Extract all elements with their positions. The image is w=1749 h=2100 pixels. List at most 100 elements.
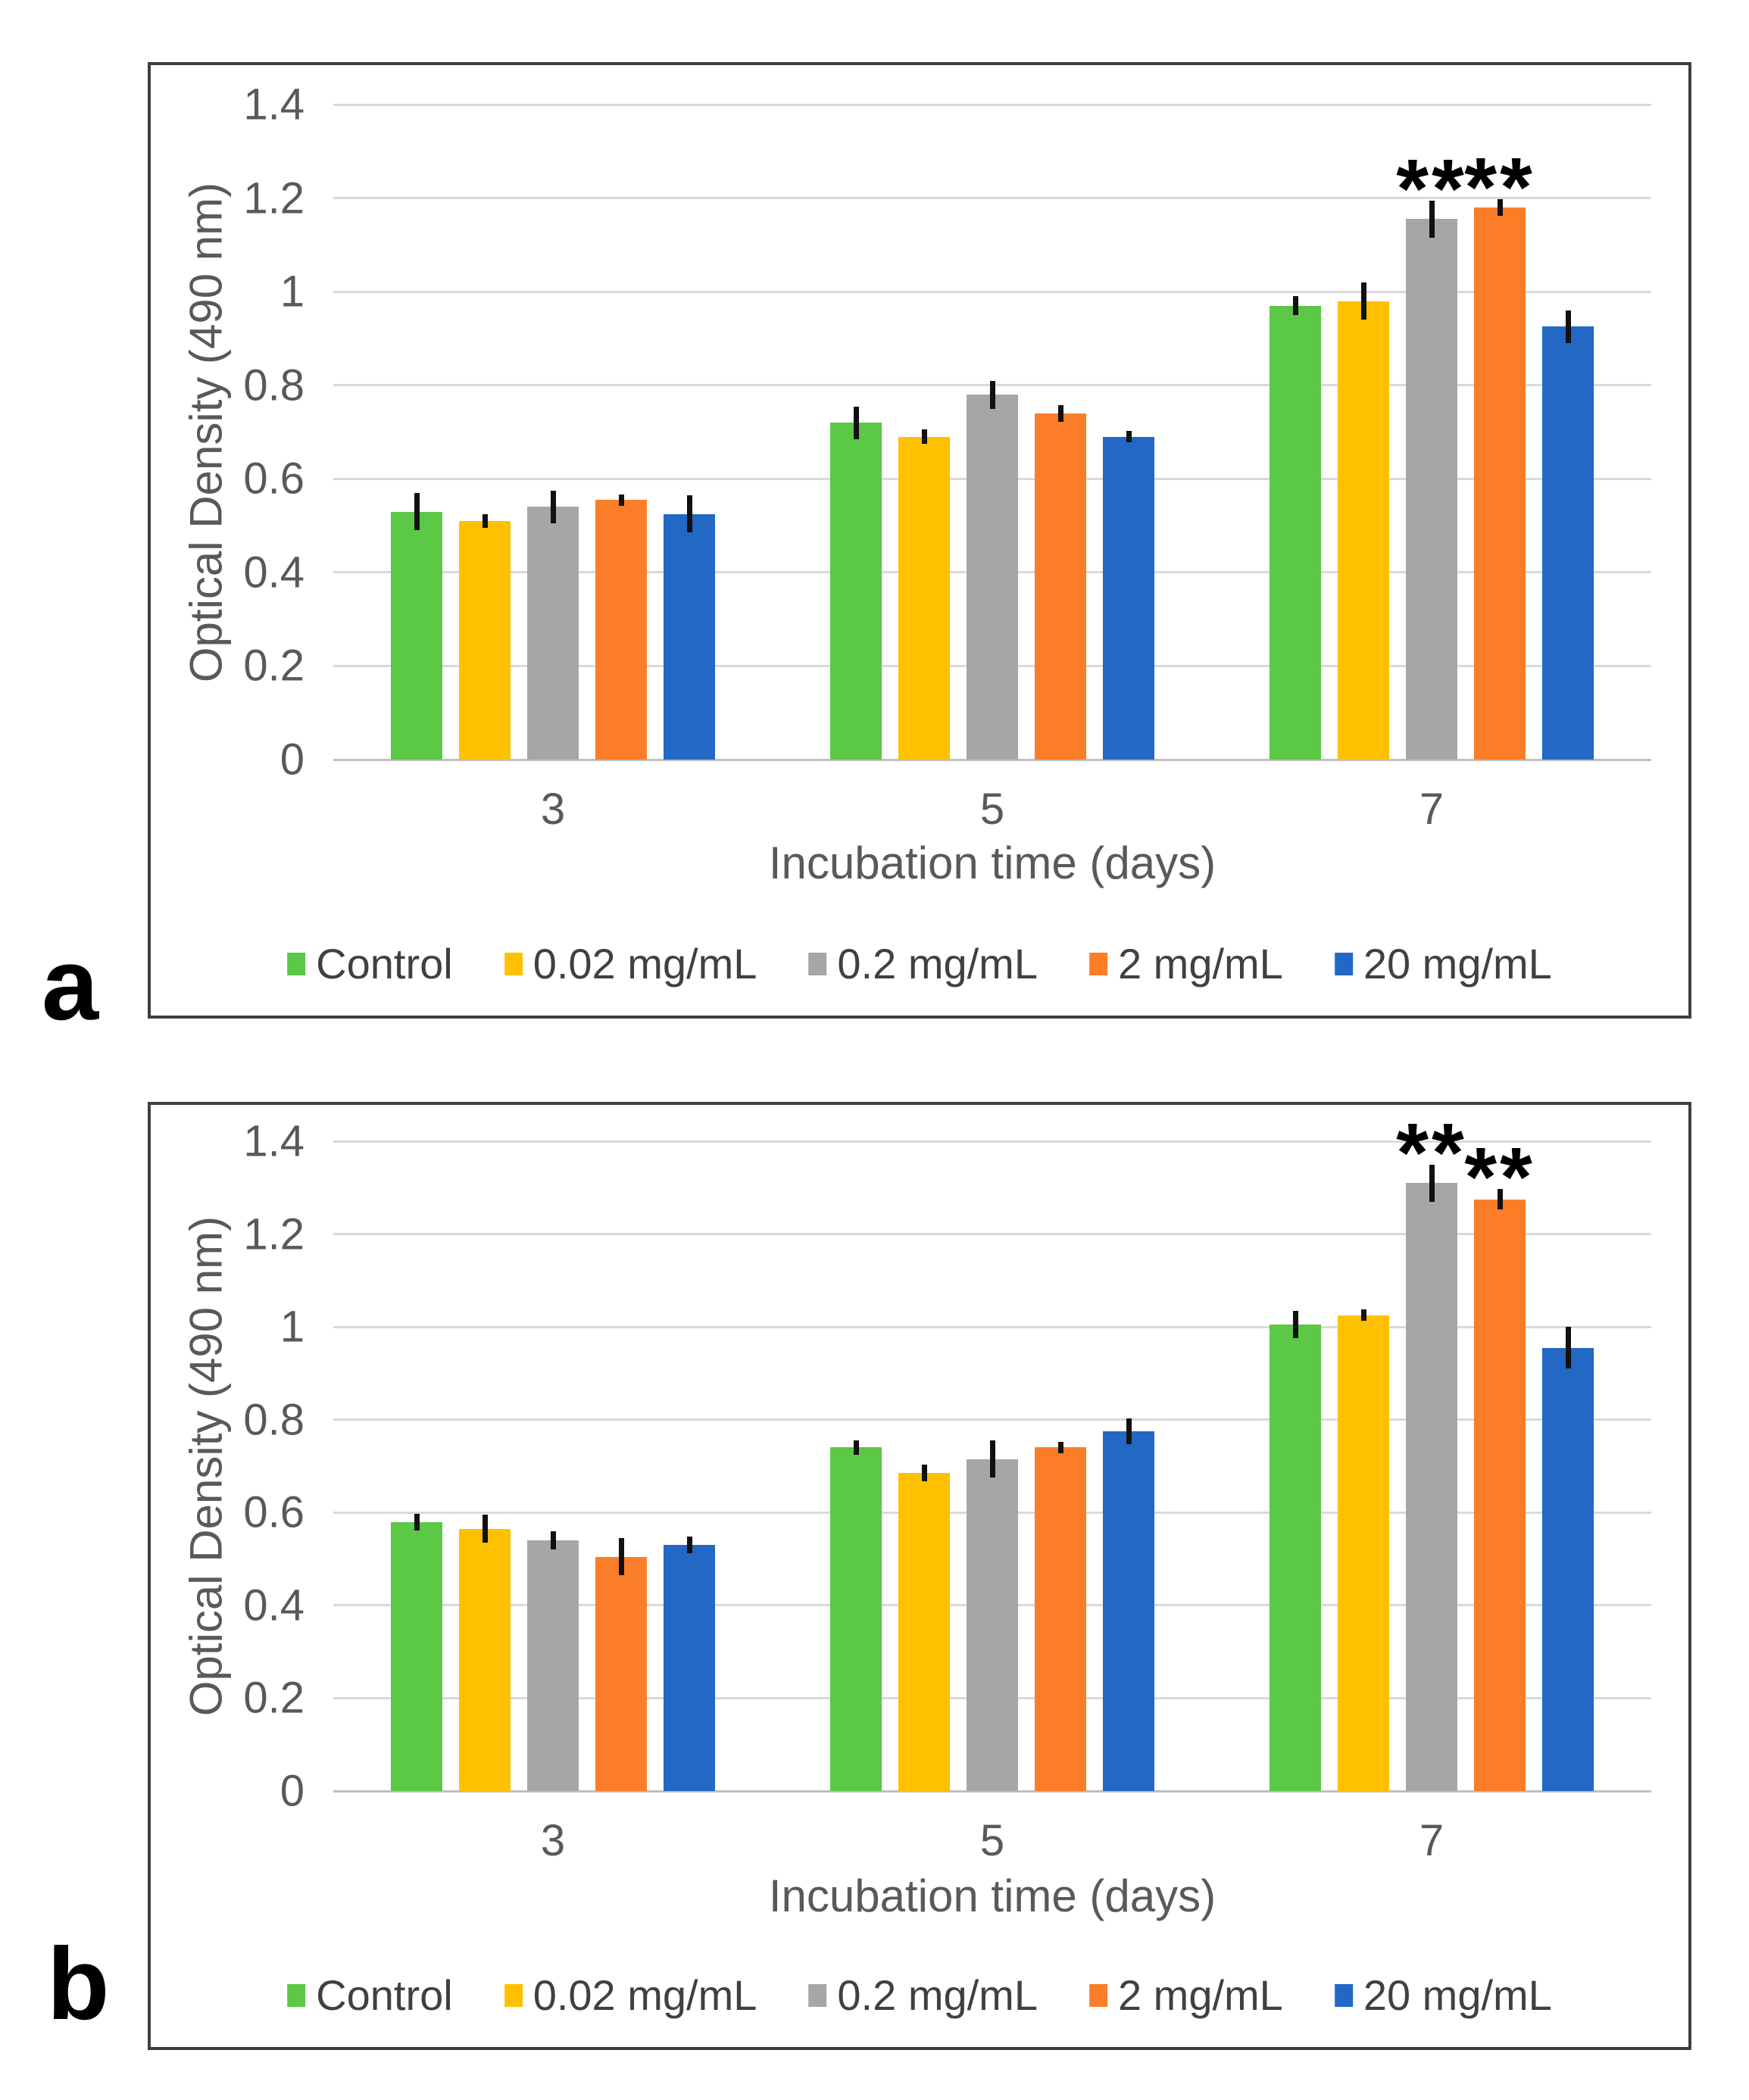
panel-border — [148, 1102, 1691, 2050]
legend-swatch — [1334, 1983, 1353, 2007]
gridline — [333, 1325, 1651, 1328]
bar — [527, 507, 579, 760]
gridline — [333, 103, 1651, 106]
y-tick-label: 1.2 — [243, 173, 305, 223]
bar — [1338, 1315, 1389, 1791]
x-tick-label: 5 — [979, 785, 1005, 834]
gridline — [333, 290, 1651, 293]
legend: Control 0.02 mg/mL 0.2 mg/mL 2 mg/mL 20 mg/m… — [261, 939, 1578, 988]
y-tick-label: 1 — [280, 1302, 305, 1352]
x-axis-title: Incubation time (days) — [768, 1871, 1216, 1921]
y-tick-label: 0.2 — [243, 1673, 305, 1723]
y-tick-label: 0.4 — [243, 1580, 305, 1630]
legend-label: 20 mg/mL — [1363, 940, 1552, 988]
legend-label: 0.2 mg/mL — [837, 940, 1038, 988]
error-bar — [1429, 200, 1435, 239]
bar — [595, 500, 647, 760]
bar — [595, 1556, 647, 1791]
y-tick-label: 1.2 — [243, 1209, 305, 1259]
y-tick-label: 1.4 — [243, 1116, 305, 1166]
y-tick-label: 0.6 — [243, 1487, 305, 1537]
bar — [1406, 219, 1457, 760]
legend-swatch — [504, 1983, 523, 2007]
gridline — [333, 1790, 1651, 1793]
bar — [527, 1540, 579, 1791]
bar — [1474, 1199, 1526, 1791]
error-bar — [1360, 1309, 1366, 1321]
error-bar — [989, 1440, 995, 1478]
bar — [391, 1521, 442, 1791]
error-bar — [1057, 1442, 1063, 1453]
legend-item: 0.02 mg/mL — [504, 1971, 757, 2020]
error-bar — [550, 490, 556, 523]
legend-swatch — [808, 1983, 827, 2007]
panel-b-letter: b — [47, 1927, 110, 2041]
legend-label: 0.2 mg/mL — [837, 1971, 1038, 2019]
y-tick-label: 0 — [280, 1766, 305, 1816]
legend-item: Control — [287, 1971, 453, 2020]
legend-swatch — [1088, 952, 1107, 975]
bar — [967, 395, 1018, 760]
gridline — [333, 1233, 1651, 1236]
y-tick-label: 0.2 — [243, 641, 305, 691]
bar — [459, 520, 511, 760]
y-tick-label: 0.4 — [243, 548, 305, 598]
bar — [1542, 326, 1594, 760]
legend-item: 0.2 mg/mL — [808, 1971, 1038, 2020]
bar — [1035, 413, 1086, 760]
significance-marker: ** — [1396, 142, 1467, 236]
error-bar — [921, 1465, 927, 1482]
legend-swatch — [287, 952, 306, 975]
bar — [830, 423, 882, 760]
bar — [1103, 1431, 1154, 1791]
bar — [1270, 305, 1321, 760]
gridline — [333, 1418, 1651, 1421]
legend-label: 0.02 mg/mL — [533, 940, 757, 988]
bar — [664, 1545, 715, 1791]
x-tick-label: 7 — [1419, 1816, 1444, 1865]
error-bar — [1497, 198, 1503, 217]
legend-swatch — [287, 1983, 306, 2007]
y-tick-label: 0.6 — [243, 454, 305, 504]
x-tick-label: 3 — [540, 1816, 566, 1865]
gridline — [333, 197, 1651, 200]
error-bar — [853, 1440, 859, 1455]
y-tick-label: 1 — [280, 267, 305, 317]
legend-label: 2 mg/mL — [1117, 940, 1283, 988]
y-tick-label: 0 — [280, 735, 305, 785]
x-tick-label: 3 — [540, 785, 566, 834]
error-bar — [482, 1515, 488, 1543]
legend: Control 0.02 mg/mL 0.2 mg/mL 2 mg/mL 20 mg/m… — [261, 1971, 1578, 2020]
legend-swatch — [504, 952, 523, 975]
legend-swatch — [1088, 1983, 1107, 2007]
legend-item: 20 mg/mL — [1334, 1971, 1552, 2020]
error-bar — [1565, 310, 1571, 344]
error-bar — [686, 495, 692, 533]
error-bar — [1057, 404, 1063, 422]
y-axis-title: Optical Density (490 nm) — [180, 1215, 232, 1717]
legend-label: 20 mg/mL — [1363, 1971, 1552, 2019]
y-tick-label: 0.8 — [243, 360, 305, 410]
bar — [664, 513, 715, 760]
bar — [1474, 207, 1526, 760]
x-tick-label: 7 — [1419, 785, 1444, 834]
error-bar — [618, 1537, 624, 1575]
significance-marker: ** — [1396, 1106, 1467, 1200]
bar — [1270, 1325, 1321, 1791]
bar — [967, 1459, 1018, 1791]
legend-swatch — [1334, 952, 1353, 975]
legend-item: 0.2 mg/mL — [808, 939, 1038, 988]
x-tick-label: 5 — [979, 1816, 1005, 1865]
bar — [1542, 1347, 1594, 1791]
legend-item: 20 mg/mL — [1334, 939, 1552, 988]
x-axis-title: Incubation time (days) — [768, 838, 1216, 888]
significance-marker: ** — [1464, 140, 1535, 234]
bar — [391, 511, 442, 760]
bar — [459, 1528, 511, 1791]
error-bar — [550, 1531, 556, 1550]
error-bar — [1126, 1418, 1132, 1445]
error-bar — [1429, 1164, 1435, 1202]
error-bar — [1360, 282, 1366, 320]
panel-border — [148, 62, 1691, 1019]
